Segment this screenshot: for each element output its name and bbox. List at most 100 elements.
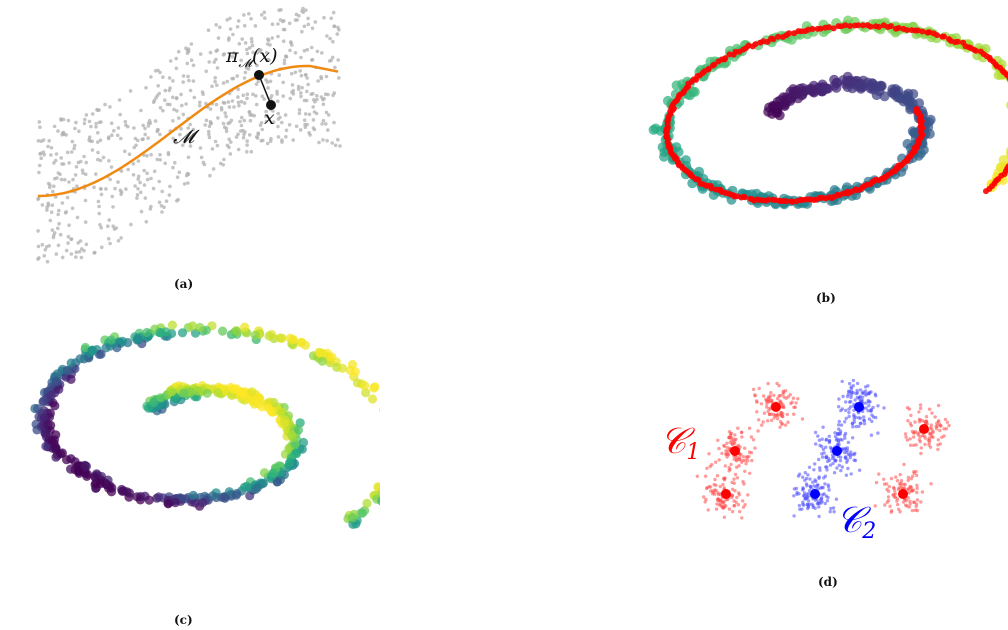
cluster1-point (877, 472, 881, 476)
cluster2-point (804, 476, 809, 481)
cluster1-point (730, 480, 734, 485)
cluster2-point (816, 483, 820, 487)
cluster2-point (813, 478, 817, 482)
cluster1-point (741, 505, 746, 509)
noise-point (219, 108, 224, 112)
noise-point (107, 159, 111, 163)
noise-point (98, 138, 103, 142)
noise-point (73, 173, 78, 177)
cluster2-point (859, 421, 863, 425)
noise-point (36, 229, 40, 233)
noise-point (255, 51, 260, 55)
noise-point (312, 127, 317, 132)
noise-point (188, 122, 192, 127)
cluster1-point (777, 384, 781, 388)
cluster1-point (914, 443, 918, 447)
cluster2-point (847, 400, 852, 404)
noise-point (268, 79, 273, 84)
cluster2-point (834, 497, 839, 501)
roll-point (337, 363, 347, 373)
noise-point (296, 87, 301, 92)
noise-point (83, 117, 87, 122)
noise-point (74, 120, 78, 125)
cluster1-point (716, 491, 720, 495)
cluster1-point (936, 403, 941, 408)
noise-point (213, 139, 218, 144)
cluster1-point (715, 502, 719, 506)
roll-point (914, 98, 925, 109)
noise-point (99, 225, 103, 230)
noise-point (236, 147, 241, 152)
noise-point (108, 241, 112, 246)
roll-point (287, 430, 297, 440)
roll-point (237, 387, 247, 397)
cluster1-point (914, 469, 918, 474)
roll-point (348, 519, 358, 529)
roll-point (177, 328, 188, 338)
roll-point (74, 467, 84, 477)
roll-point (259, 468, 270, 478)
noise-point (197, 103, 202, 108)
noise-point (134, 143, 138, 148)
cluster2-point (876, 404, 880, 408)
noise-point (136, 174, 141, 179)
cluster2-point (801, 488, 805, 492)
cluster2-point (851, 378, 856, 383)
noise-point (40, 242, 45, 247)
noise-point (40, 203, 45, 207)
cluster1-point (912, 431, 916, 435)
cluster2-point (817, 476, 821, 480)
cluster1-point (873, 504, 877, 508)
roll-point (844, 78, 855, 89)
noise-point (293, 18, 298, 22)
noise-point (123, 119, 128, 124)
noise-point (111, 224, 115, 228)
roll-point (288, 335, 298, 345)
cluster1-point (908, 499, 912, 503)
cluster2-point (801, 475, 805, 479)
cluster1-point (939, 424, 943, 428)
roll-point (317, 348, 327, 358)
cluster1-point (907, 407, 912, 411)
noise-point (146, 121, 151, 125)
noise-point (211, 167, 216, 171)
noise-point (47, 244, 51, 248)
noise-point (160, 210, 164, 214)
curve-point (875, 23, 882, 30)
cluster1-point (899, 483, 903, 488)
noise-point (251, 92, 255, 97)
roll-point (117, 486, 127, 496)
noise-point (243, 130, 247, 134)
cluster2-point (811, 505, 815, 510)
noise-point (290, 90, 294, 94)
noise-point (83, 198, 88, 203)
noise-point (328, 36, 332, 41)
cluster1-point (915, 473, 919, 478)
noise-point (124, 187, 128, 191)
noise-point (199, 155, 204, 160)
cluster2-point (802, 491, 807, 495)
noise-point (136, 138, 140, 143)
cluster2-point (820, 444, 824, 449)
cluster2-point (862, 418, 867, 423)
noise-point (156, 84, 160, 88)
cluster1-point (907, 491, 911, 495)
cluster1-point (722, 486, 726, 490)
cluster2-point (808, 477, 812, 481)
roll-point (373, 482, 380, 492)
roll-point (377, 496, 380, 506)
noise-point (312, 110, 317, 114)
cluster1-point (908, 443, 913, 447)
noise-point (66, 118, 71, 123)
noise-point (230, 76, 234, 81)
cluster2-point (843, 450, 847, 455)
noise-point (168, 102, 172, 107)
cluster2-point (817, 457, 821, 462)
noise-point (310, 26, 315, 31)
cluster1-point (743, 503, 747, 507)
cluster1-point (780, 422, 784, 426)
noise-point (210, 84, 214, 89)
noise-point (229, 118, 234, 123)
noise-point (126, 124, 130, 129)
noise-point (221, 163, 225, 167)
